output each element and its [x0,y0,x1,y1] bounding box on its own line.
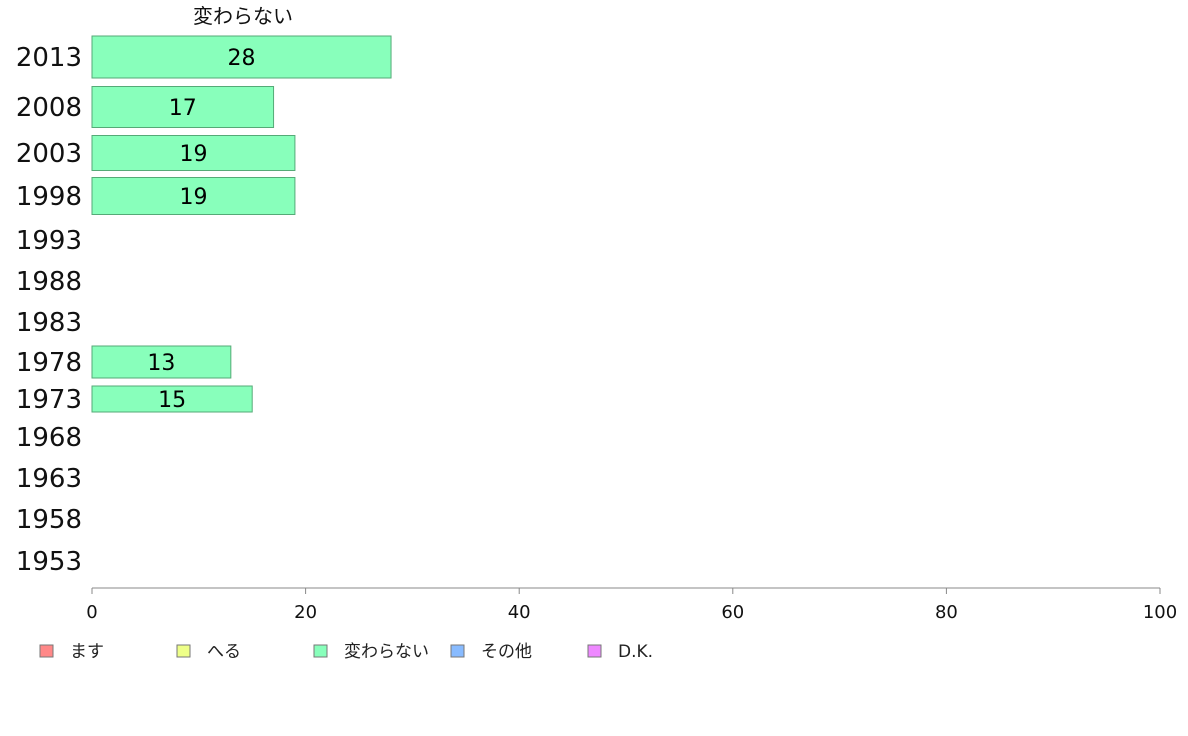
y-label-1978: 1978 [16,348,82,378]
bar-2013 [91,35,392,79]
legend: ます へる 変わらない その他 D.K. [39,642,653,662]
x-tick-label-40: 40 [508,602,531,623]
legend-swatch [176,644,191,658]
y-label-1973: 1973 [16,385,82,415]
y-label-1968: 1968 [16,423,82,453]
y-label-1988: 1988 [16,267,82,297]
legend-item-3: その他 [450,642,532,662]
bar-1973 [91,385,253,413]
legend-swatch [450,644,465,658]
y-label-2003: 2003 [16,139,82,169]
y-label-1983: 1983 [16,308,82,338]
x-tick-label-80: 80 [935,602,958,623]
y-axis-labels: 2013 2008 2003 1998 1993 1988 1983 1978 1973 1968… [16,43,82,577]
data-label-1973: 15 [158,388,186,413]
data-label-2003: 19 [179,142,207,167]
legend-item-0: ます [39,642,104,662]
x-tick-label-100: 100 [1143,602,1177,623]
legend-label: その他 [481,642,532,662]
legend-label: へる [207,642,241,662]
y-label-2013: 2013 [16,43,82,73]
legend-item-1: へる [176,642,241,662]
y-label-1993: 1993 [16,226,82,256]
x-axis: 0 20 40 60 80 100 [86,587,1177,623]
y-label-1998: 1998 [16,182,82,212]
legend-swatch [587,644,602,658]
legend-swatch [313,644,328,658]
y-label-1958: 1958 [16,505,82,535]
y-label-1963: 1963 [16,464,82,494]
bar-1998 [91,177,296,215]
data-label-2013: 28 [228,46,256,71]
x-tick-label-60: 60 [721,602,744,623]
x-tick-label-0: 0 [86,602,97,623]
bar-2003 [91,135,296,171]
legend-label: 変わらない [344,642,429,662]
data-label-1978: 13 [147,351,175,376]
y-label-2008: 2008 [16,93,82,123]
legend-label: ます [70,642,104,662]
legend-item-2: 変わらない [313,642,429,662]
bar-1978 [91,345,232,379]
bars: 28 17 19 19 13 15 [91,35,392,413]
y-label-1953: 1953 [16,547,82,577]
legend-swatch [39,644,54,658]
x-tick-label-20: 20 [294,602,317,623]
data-label-2008: 17 [169,96,197,121]
series-title: 変わらない [193,4,293,28]
legend-item-4: D.K. [587,642,653,662]
data-label-1998: 19 [179,185,207,210]
bar-2008 [91,86,275,128]
legend-label: D.K. [618,642,653,662]
